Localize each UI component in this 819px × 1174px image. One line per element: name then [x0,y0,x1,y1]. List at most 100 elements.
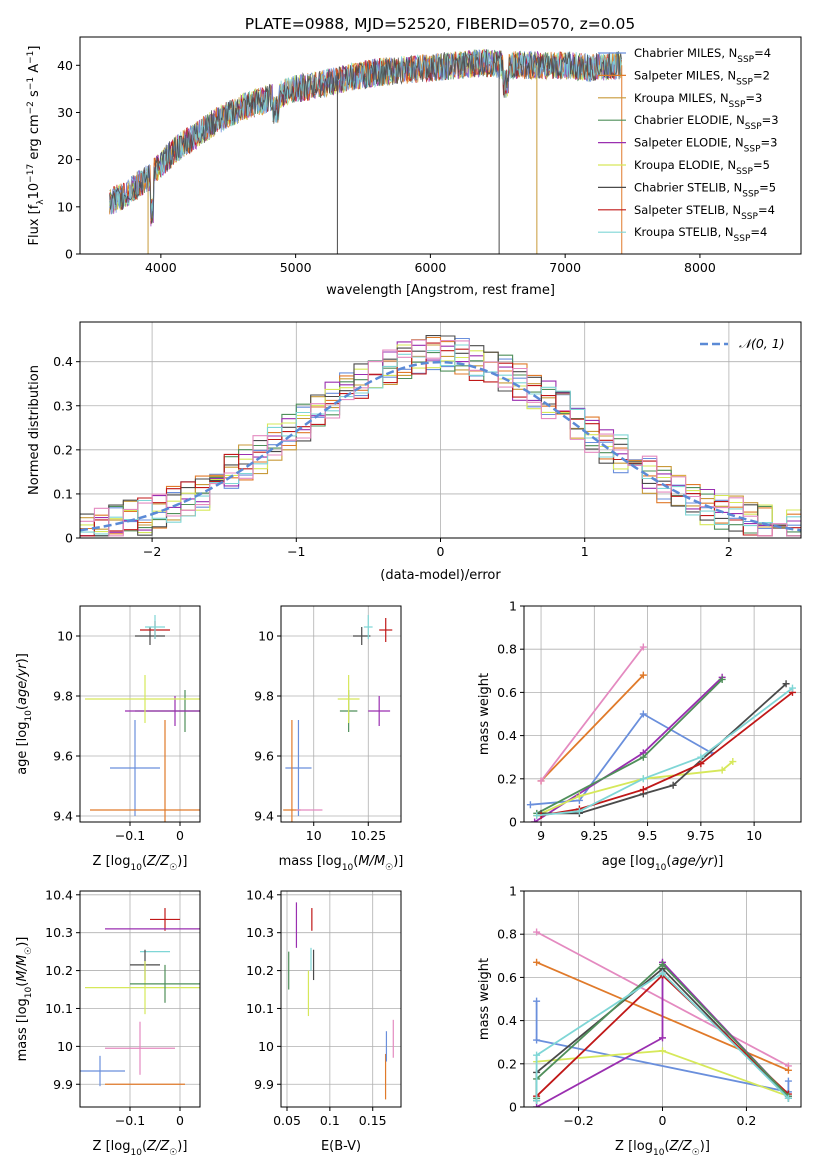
weight-marker [697,760,705,768]
y-tick-label: 0 [65,531,73,546]
x-axis-label: Z [log10(Z/Z☉)] [615,1139,710,1158]
y-axis-label-part: ( [15,982,30,987]
x-axis-label-part: Z/Z [146,854,170,869]
y-tick-label: 10.4 [246,887,274,902]
y-axis-label: age [log10(age/yr)] [15,653,34,775]
errorbar-point [150,908,180,931]
x-axis-label-part: age [log [602,854,655,869]
errorbar-point [363,615,373,639]
y-tick-label: 0.2 [53,442,73,457]
weight-marker [639,753,647,761]
x-axis-label-part: Z/Z [669,1139,693,1154]
errorbar-point [85,675,200,723]
y-tick-label: 0 [509,815,517,830]
legend-label-suffix: =3 [762,113,779,127]
x-tick-label: 0 [659,1113,667,1128]
x-axis-label-part: ☉ [169,1148,177,1158]
x-axis-label: (data-model)/error [380,568,501,583]
y-axis-label-part: )] [15,653,30,663]
plot-area [80,335,801,537]
y-tick-label: 9.9 [53,1077,73,1092]
y-tick-label: 0.8 [497,927,517,942]
legend-label-suffix: =4 [754,46,771,60]
normal-curve [80,360,801,532]
x-axis-label-part: age/yr [671,854,714,869]
weight-marker [533,997,541,1005]
legend-label: Chabrier STELIB, NSSP=5 [634,180,776,199]
x-axis-label-part: mass [log [279,854,342,869]
y-axis-label-part: mass weight [477,673,492,755]
legend-label-suffix: =5 [753,158,770,172]
legend-label-sub: SSP [742,189,759,199]
plot-area [288,902,394,1100]
x-tick-label: 0 [437,544,445,559]
legend-label: Salpeter MILES, NSSP=2 [634,68,770,87]
weight-marker [659,969,666,977]
weight-marker [537,777,545,785]
y-tick-label: 0.4 [53,354,73,369]
y-tick-label: 9.6 [254,749,274,764]
x-tick-label: 0 [176,1113,184,1128]
legend-label-main: Kroupa ELODIE, N [634,158,736,172]
y-tick-label: 0.3 [53,398,73,413]
legend-label-main: Chabrier ELODIE, N [634,113,745,127]
weight-line [536,760,734,817]
weight-line [530,712,712,806]
axes-frame [523,605,802,823]
y-tick-label: 10.3 [45,925,73,940]
y-tick-label: 10.2 [246,963,274,978]
y-tick-label: 10 [258,1039,274,1054]
legend-label-main: Salpeter MILES, N [634,68,736,82]
legend-label-main: Salpeter STELIB, N [634,203,741,217]
y-tick-label: 9.6 [53,749,73,764]
y-axis-label-part: −17 [26,164,36,183]
x-tick-label: 5000 [280,260,312,275]
y-tick-label: 1 [509,884,517,899]
weight-marker [669,781,677,789]
weight-marker [526,801,534,809]
weight-marker [659,1034,666,1042]
weight-marker [533,1103,541,1107]
legend-label-sub: SSP [729,100,746,110]
x-tick-label: 0 [176,828,184,843]
y-axis-label: Flux [fλ10−17 erg cm−2 s−1 A−1] [26,46,46,246]
y-axis-label-part: 10 [24,710,34,722]
y-tick-label: 10 [57,199,73,214]
y-tick-label: 0 [509,1100,517,1115]
legend-label-suffix: =2 [753,68,770,82]
plot-area [533,928,792,1107]
axes-frame [79,890,201,1108]
weight-line [540,674,644,782]
weight-marker [718,675,726,683]
x-axis-label-part: ( [142,1139,147,1154]
errorbar-point [130,964,200,1003]
x-tick-label: −2 [143,544,161,559]
y-tick-label: 9.4 [53,809,73,824]
x-axis-label-part: ( [142,854,147,869]
legend-label-main: Chabrier MILES, N [634,46,737,60]
legend-label-main: Kroupa STELIB, N [634,225,734,239]
errorbar-point [368,696,391,726]
axes-frame [523,890,802,1108]
y-axis-label-part: mass [log [15,998,30,1061]
legend-label: 𝒩(0, 1) [739,336,785,351]
x-axis-label-part: Z [log [615,1139,653,1154]
y-axis-label-part: −1 [26,51,36,64]
y-tick-label: 0.6 [497,970,517,985]
x-tick-label: −0.1 [115,828,145,843]
y-tick-label: 9.9 [254,1077,274,1092]
legend-label-suffix: =3 [761,136,778,150]
y-axis-label-part: λ [36,199,46,205]
x-axis-label-part: E(B-V) [321,1139,361,1154]
x-axis-label: Z [log10(Z/Z☉)] [93,1139,188,1158]
legend-label-sub: SSP [741,212,758,222]
axes-frame [280,605,402,823]
weight-marker [729,758,737,766]
y-tick-label: 9.4 [254,809,274,824]
x-axis-label: E(B-V) [321,1139,361,1154]
y-axis-label-part: s [27,90,42,101]
y-tick-label: 10.1 [246,1001,274,1016]
y-axis-label-part: Flux [f [27,204,42,245]
